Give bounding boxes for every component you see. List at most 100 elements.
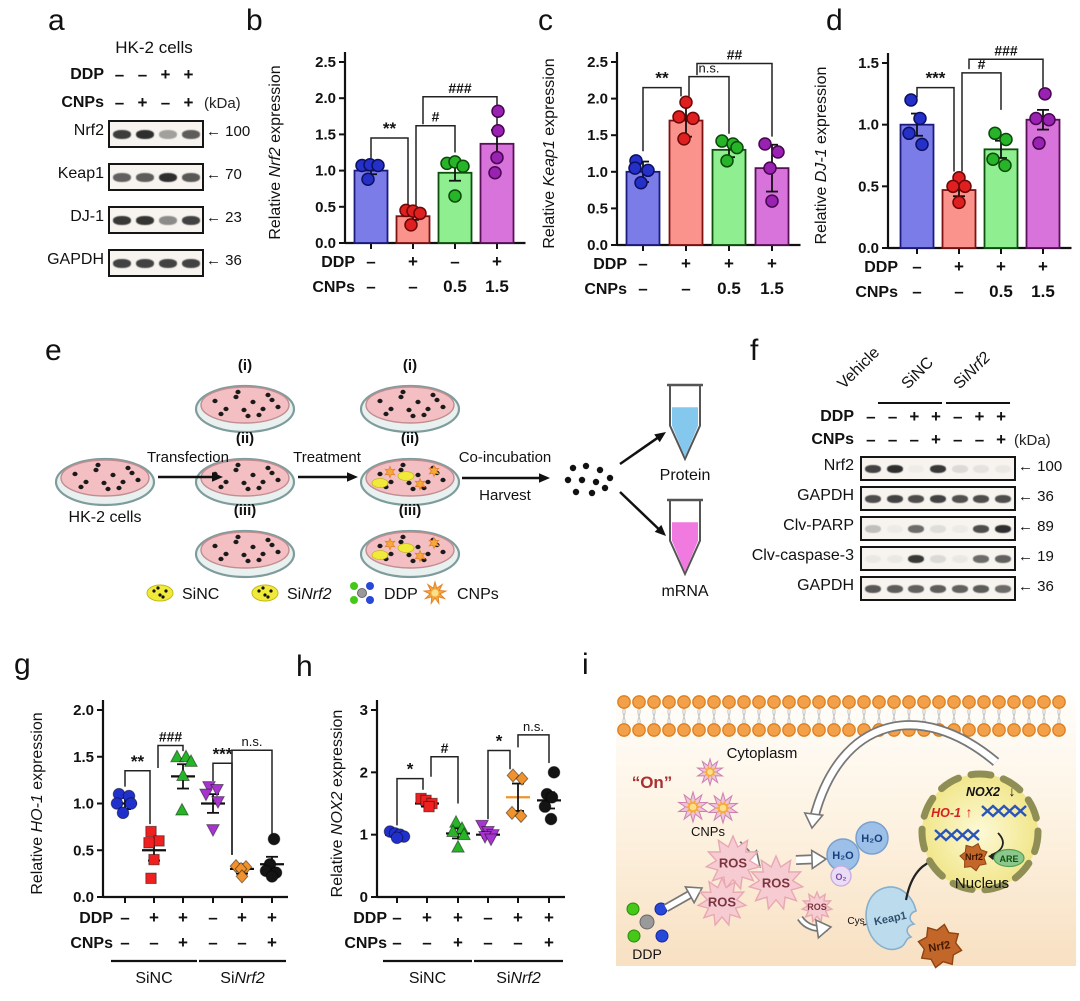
lipid-head-icon <box>722 695 736 709</box>
blot-lane <box>156 172 179 182</box>
significance-label: n.s. <box>699 61 720 76</box>
significance-bracket <box>517 734 550 763</box>
protein-band <box>886 584 903 593</box>
protein-band <box>864 554 881 563</box>
lipid-head-icon <box>767 723 781 737</box>
blot-strip <box>108 249 204 277</box>
protein-band <box>864 524 881 533</box>
x-row-name: DDP <box>593 256 627 273</box>
blot-lane <box>927 494 949 503</box>
dish-tag: (i) <box>238 357 252 374</box>
condition-value: – <box>887 407 898 426</box>
y-tick-label: 0.0 <box>587 237 608 254</box>
x-row-name: CNPs <box>344 935 387 952</box>
dish-tag: (iii) <box>234 502 257 519</box>
protein-band <box>112 129 131 139</box>
x-row-value: + <box>996 257 1006 276</box>
blot-strip <box>860 546 1016 571</box>
significance-label: ### <box>448 80 472 96</box>
protein-band <box>973 494 990 503</box>
hollow-arrow-fill <box>810 722 999 819</box>
y-axis-title: Relative DJ-1 expression <box>813 67 830 245</box>
blot-lane <box>927 524 949 533</box>
y-tick-label: 0.5 <box>73 842 94 859</box>
ddp-atom <box>627 929 641 943</box>
x-row-value: – <box>912 282 921 301</box>
blot-lane <box>110 172 133 182</box>
cell-dot <box>269 470 275 476</box>
panel-label-e: e <box>45 334 62 367</box>
panel-i-mechanism-schematic: Cytoplasm “On” CNPs DDP ROS ROS ROS H₂O H₂O O₂ ROS… <box>616 694 1076 969</box>
x-row-value: 1.5 <box>485 277 509 296</box>
lipid-head-icon <box>797 723 811 737</box>
y-tick-label: 2.0 <box>73 702 94 719</box>
protein-band <box>864 464 881 473</box>
blot-lane <box>971 494 993 503</box>
cell-dot <box>377 471 383 477</box>
dish-tag: (ii) <box>236 430 254 447</box>
ho1-label: HO-1 <box>931 806 961 820</box>
x-row-value: – <box>483 933 492 952</box>
cell-dot <box>233 394 239 400</box>
cell-dot <box>377 543 383 549</box>
protein-band <box>181 258 200 268</box>
x-row-value: + <box>408 252 418 271</box>
hk2-cells-label: HK-2 cells <box>69 509 142 526</box>
data-point <box>456 827 472 841</box>
sirna-particle-icon <box>371 550 389 560</box>
cell-dot <box>415 399 421 405</box>
dish-medium <box>200 386 290 424</box>
blot-strip <box>108 206 204 234</box>
protein-band <box>908 584 925 593</box>
cell-dot <box>269 397 275 403</box>
blot-strip <box>860 456 1016 481</box>
coincubation-label: Co-incubation <box>459 449 552 466</box>
data-point <box>143 837 155 849</box>
blot-lane <box>862 584 884 593</box>
y-tick-label: 0.5 <box>587 200 608 217</box>
blot-lane <box>862 464 884 473</box>
condition-value: – <box>952 407 963 426</box>
blot-lane <box>156 258 179 268</box>
significance-bracket <box>968 58 1044 88</box>
harvested-cell-dot <box>601 484 609 492</box>
cell-dot <box>256 557 262 563</box>
group-underline <box>946 402 1010 404</box>
blot-lane <box>884 554 906 563</box>
significance-bracket <box>212 762 233 855</box>
y-axis-title: Relative NOX2 expression <box>329 710 346 898</box>
cell-dot <box>95 462 101 468</box>
panel-b-bar-chart: 0.0 0.5 1.0 1.5 2.0 2.5 Relative Nrf2 expressi… <box>267 52 526 296</box>
sirna-dot <box>156 586 160 590</box>
cell-dot <box>265 537 271 543</box>
protein-band <box>995 464 1012 473</box>
cell-dot <box>256 485 262 491</box>
hollow-arrow-head <box>810 849 828 870</box>
y-tick-label: 1 <box>360 827 368 844</box>
ros-burst-icon <box>800 890 834 924</box>
lipid-head-icon <box>737 723 751 737</box>
cell-dot <box>400 462 406 468</box>
protein-band <box>864 584 881 593</box>
ros-label: ROS <box>807 902 827 912</box>
harvested-cell-dot <box>596 466 604 474</box>
data-point <box>958 179 972 194</box>
cell-dot <box>388 406 394 412</box>
data-point <box>634 176 648 190</box>
x-row-value: + <box>681 254 691 273</box>
blot-lane <box>133 258 156 268</box>
lipid-head-icon <box>1007 695 1021 709</box>
protein-band <box>951 464 968 473</box>
keap1-protein-icon <box>865 886 917 951</box>
condition-value: + <box>931 407 941 426</box>
data-point <box>686 111 700 126</box>
are-label: ARE <box>999 854 1018 864</box>
lipid-head-icon <box>992 723 1006 737</box>
lipid-head-icon <box>752 723 766 737</box>
lipid-head-icon <box>707 695 721 709</box>
sirna-dot <box>152 589 156 593</box>
x-row-value: – <box>681 279 690 298</box>
data-point <box>758 137 772 151</box>
panel-label-i: i <box>582 648 589 681</box>
protein-band <box>930 464 947 473</box>
